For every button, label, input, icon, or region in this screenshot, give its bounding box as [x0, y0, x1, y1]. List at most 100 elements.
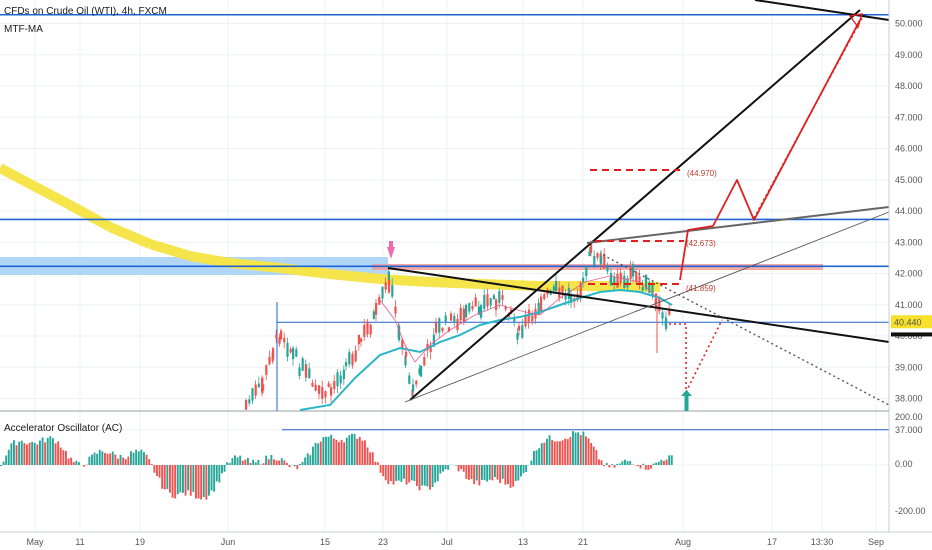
osc-bar-106 [275, 460, 278, 465]
osc-bar-185 [481, 465, 483, 480]
osc-bar-218 [566, 439, 569, 465]
candle-body-7 [265, 365, 268, 375]
moving-averages [299, 275, 673, 411]
osc-bar-2 [5, 455, 8, 465]
candle-body-77 [459, 307, 462, 321]
osc-bar-121 [314, 442, 317, 465]
osc-bar-132 [343, 442, 346, 465]
osc-bar-24 [62, 450, 65, 465]
candle-body-45 [372, 311, 375, 320]
osc-bar-182 [473, 465, 476, 485]
price-tick-12: 49.000 [895, 50, 923, 60]
osc-bar-41 [106, 453, 109, 465]
osc-bar-103 [267, 459, 270, 465]
candle-body-82 [474, 297, 477, 307]
osc-bar-69 [179, 465, 182, 493]
osc-bar-229 [595, 450, 598, 465]
candle-body-85 [483, 294, 486, 309]
osc-bar-248 [644, 465, 647, 470]
candle-body-39 [354, 350, 357, 362]
osc-bar-148 [384, 465, 387, 481]
ma-band-seg-14 [599, 281, 661, 292]
candle-body-69 [435, 322, 438, 333]
candle-body-90 [498, 291, 501, 303]
osc-bar-219 [569, 436, 572, 465]
trendlines [387, 0, 890, 406]
osc-bar-224 [582, 431, 585, 465]
osc-bar-240 [624, 459, 626, 465]
candle-body-22 [305, 364, 308, 378]
osc-bar-46 [119, 454, 122, 465]
osc-bar-90 [234, 455, 236, 465]
osc-bar-251 [652, 463, 655, 465]
osc-bar-40 [104, 453, 106, 465]
osc-bar-123 [319, 441, 322, 465]
osc-bar-213 [553, 441, 556, 465]
candle-body-112 [561, 285, 564, 295]
osc-bar-102 [265, 455, 268, 465]
trendline-lower-channel [404, 211, 890, 403]
candle-body-91 [501, 295, 504, 300]
candle-body-40 [357, 334, 360, 345]
candle-body-127 [603, 253, 606, 269]
ma-band-seg-2 [27, 179, 73, 210]
osc-bar-183 [475, 465, 478, 481]
osc-bar-197 [512, 465, 515, 487]
candle-body-46 [375, 302, 378, 315]
osc-bar-230 [598, 459, 600, 465]
osc-bar-83 [215, 465, 218, 482]
candle-body-79 [465, 304, 468, 318]
ma-band-seg-8 [279, 263, 331, 279]
osc-bar-147 [382, 465, 385, 477]
osc-bar-257 [668, 455, 671, 465]
osc-bar-139 [361, 440, 364, 465]
candle-body-10 [272, 348, 275, 360]
osc-bar-215 [559, 441, 561, 465]
osc-bar-144 [374, 461, 377, 465]
osc-bar-179 [465, 465, 468, 479]
osc-bar-16 [41, 437, 44, 465]
candle-body-136 [626, 278, 629, 288]
candle-body-87 [489, 298, 492, 306]
price-axis-bg [889, 0, 932, 550]
osc-bar-232 [603, 465, 606, 467]
osc-bar-117 [304, 457, 307, 465]
osc-bar-26 [67, 458, 70, 465]
osc-bar-8 [20, 440, 23, 465]
osc-bar-161 [418, 465, 421, 491]
ma-band-seg-12 [479, 279, 541, 291]
osc-bar-201 [522, 465, 525, 474]
candle-body-41 [360, 338, 363, 342]
osc-bar-141 [366, 447, 369, 465]
osc-bar-142 [369, 452, 372, 465]
candle-body-8 [268, 356, 271, 365]
osc-bar-196 [509, 465, 512, 488]
projection-arrowhead [848, 13, 864, 29]
candle-body-30 [327, 383, 330, 388]
osc-bar-252 [655, 462, 658, 465]
osc-bar-13 [33, 442, 36, 465]
osc-bar-228 [592, 446, 595, 465]
osc-bar-181 [470, 465, 473, 480]
trendline-rising-steep [409, 9, 861, 401]
candle-body-83 [477, 306, 480, 315]
candle-body-25 [314, 384, 317, 391]
osc-bar-131 [340, 439, 343, 465]
candle-body-20 [301, 358, 304, 371]
osc-bar-237 [616, 463, 619, 465]
osc-bar-113 [293, 465, 296, 467]
ma-band-seg-6 [189, 251, 231, 268]
time-tick-3: Jun [221, 537, 236, 547]
osc-bar-253 [657, 461, 660, 465]
osc-bar-42 [109, 453, 112, 465]
osc-bar-136 [353, 433, 356, 465]
osc-bar-39 [101, 451, 104, 465]
candle-body-114 [567, 287, 570, 299]
osc-bar-256 [665, 459, 668, 465]
osc-bar-241 [626, 461, 629, 465]
osc-bar-36 [93, 452, 96, 465]
price-tick-1: 38.000 [895, 394, 923, 404]
price-tick-11: 48.000 [895, 81, 923, 91]
last-price-tag [891, 315, 932, 329]
oscillator-bars [0, 431, 673, 500]
